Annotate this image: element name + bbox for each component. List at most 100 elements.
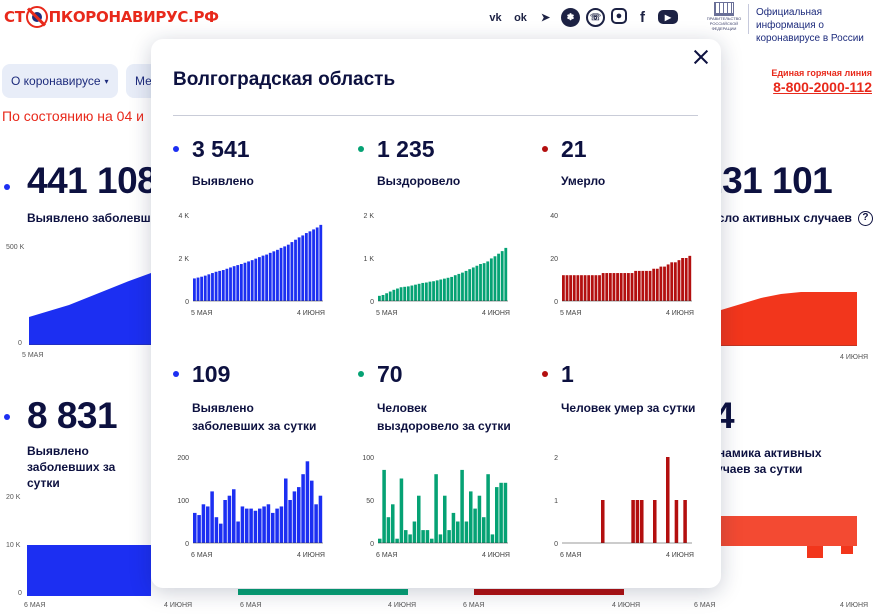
chart-bar[interactable] bbox=[493, 256, 497, 301]
chart-bar[interactable] bbox=[250, 260, 254, 301]
chart-bar[interactable] bbox=[627, 273, 630, 301]
chart-bar[interactable] bbox=[486, 474, 490, 543]
chart-bar[interactable] bbox=[318, 495, 323, 543]
chart-bar[interactable] bbox=[601, 273, 605, 301]
chart-bar[interactable] bbox=[619, 273, 623, 301]
nav-about-dropdown[interactable]: О коронавирусе ▾ bbox=[2, 64, 118, 98]
chart-bar[interactable] bbox=[279, 247, 283, 301]
chart-bar[interactable] bbox=[279, 506, 284, 543]
chart-bar[interactable] bbox=[243, 262, 247, 301]
chart-bar[interactable] bbox=[677, 260, 681, 301]
vk-icon[interactable]: vk bbox=[489, 11, 502, 24]
chart-bar[interactable] bbox=[294, 239, 297, 301]
chart-bar[interactable] bbox=[288, 500, 292, 543]
chart-bar[interactable] bbox=[386, 517, 391, 543]
hotline-number[interactable]: 8-800-2000-112 bbox=[773, 79, 872, 95]
chart-bar[interactable] bbox=[590, 275, 594, 301]
chart-bar[interactable] bbox=[272, 251, 276, 301]
chart-bar[interactable] bbox=[284, 478, 288, 544]
chart-bar[interactable] bbox=[447, 530, 451, 543]
chart-bar[interactable] bbox=[479, 264, 482, 301]
chart-bar[interactable] bbox=[305, 461, 310, 543]
chart-bar[interactable] bbox=[399, 478, 404, 544]
chart-bar[interactable] bbox=[645, 270, 648, 301]
help-icon[interactable]: ? bbox=[857, 211, 873, 227]
chart-bar[interactable] bbox=[623, 273, 627, 301]
chart-bar[interactable] bbox=[232, 489, 236, 543]
chart-bar[interactable] bbox=[666, 457, 670, 543]
chart-bar[interactable] bbox=[240, 506, 245, 543]
viber-icon[interactable]: ✽ bbox=[561, 8, 580, 27]
chart-bar[interactable] bbox=[653, 500, 657, 543]
chart-bar[interactable] bbox=[266, 504, 271, 543]
chart-bar[interactable] bbox=[435, 280, 439, 301]
telegram-icon[interactable]: ➤ bbox=[540, 12, 551, 24]
chart-bar[interactable] bbox=[641, 270, 645, 301]
chart-bar[interactable] bbox=[490, 534, 495, 543]
chart-bar[interactable] bbox=[268, 252, 272, 301]
chart-bar[interactable] bbox=[562, 275, 565, 301]
chart-bar[interactable] bbox=[319, 224, 323, 301]
chart-bar[interactable] bbox=[635, 500, 640, 543]
chart-bar[interactable] bbox=[388, 291, 392, 301]
chart-bar[interactable] bbox=[601, 500, 605, 543]
chart-bar[interactable] bbox=[659, 266, 663, 301]
chart-bar[interactable] bbox=[438, 534, 443, 543]
chart-bar[interactable] bbox=[310, 480, 314, 543]
chart-bar[interactable] bbox=[301, 235, 305, 301]
chart-bar[interactable] bbox=[421, 530, 425, 543]
chart-bar[interactable] bbox=[201, 504, 206, 543]
chart-bar[interactable] bbox=[399, 287, 403, 301]
chart-bar[interactable] bbox=[254, 258, 258, 301]
chart-bar[interactable] bbox=[605, 273, 609, 301]
chart-bar[interactable] bbox=[612, 273, 616, 301]
chart-bar[interactable] bbox=[290, 242, 294, 301]
chart-bar[interactable] bbox=[666, 264, 670, 301]
chart-bar[interactable] bbox=[249, 508, 253, 543]
chart-bar[interactable] bbox=[211, 273, 214, 301]
chart-bar[interactable] bbox=[391, 504, 395, 543]
chart-bar[interactable] bbox=[504, 247, 508, 301]
chart-bar[interactable] bbox=[473, 508, 477, 543]
chart-bar[interactable] bbox=[424, 282, 428, 301]
chart-bar[interactable] bbox=[200, 276, 204, 301]
chart-bar[interactable] bbox=[443, 495, 447, 543]
chart-bar[interactable] bbox=[276, 249, 279, 301]
chart-bar[interactable] bbox=[486, 261, 490, 301]
chart-bar[interactable] bbox=[456, 521, 460, 544]
chart-bar[interactable] bbox=[395, 538, 399, 543]
chart-bar[interactable] bbox=[227, 495, 232, 543]
chart-bar[interactable] bbox=[193, 278, 196, 301]
chart-bar[interactable] bbox=[475, 265, 479, 301]
chart-bar[interactable] bbox=[392, 289, 396, 301]
chart-bar[interactable] bbox=[683, 500, 687, 543]
chart-bar[interactable] bbox=[404, 530, 408, 543]
chart-bar[interactable] bbox=[637, 270, 641, 301]
chart-bar[interactable] bbox=[417, 495, 421, 543]
chart-bar[interactable] bbox=[460, 469, 464, 543]
chart-bar[interactable] bbox=[451, 512, 456, 543]
chart-bar[interactable] bbox=[262, 506, 266, 543]
chart-bar[interactable] bbox=[446, 277, 450, 301]
chart-bar[interactable] bbox=[674, 500, 679, 543]
chart-bar[interactable] bbox=[232, 266, 236, 301]
chart-bar[interactable] bbox=[410, 285, 414, 301]
chart-bar[interactable] bbox=[477, 495, 482, 543]
instagram-square-icon[interactable]: ● bbox=[611, 8, 627, 24]
chart-bar[interactable] bbox=[382, 469, 386, 543]
chart-bar[interactable] bbox=[271, 512, 275, 543]
site-logo[interactable]: СТ ПКОРОНАВИРУС.РФ bbox=[4, 4, 219, 30]
chart-bar[interactable] bbox=[464, 270, 468, 301]
chart-bar[interactable] bbox=[482, 263, 486, 301]
chart-bar[interactable] bbox=[652, 268, 656, 301]
chart-bar[interactable] bbox=[283, 246, 287, 301]
chart-bar[interactable] bbox=[608, 273, 612, 301]
chart-bar[interactable] bbox=[469, 491, 473, 543]
chart-bar[interactable] bbox=[471, 267, 475, 301]
chart-bar[interactable] bbox=[430, 538, 434, 543]
facebook-icon[interactable]: f bbox=[640, 9, 645, 26]
chart-bar[interactable] bbox=[381, 294, 385, 301]
chart-bar[interactable] bbox=[673, 262, 677, 301]
close-icon[interactable] bbox=[692, 48, 710, 66]
chart-bar[interactable] bbox=[616, 273, 619, 301]
